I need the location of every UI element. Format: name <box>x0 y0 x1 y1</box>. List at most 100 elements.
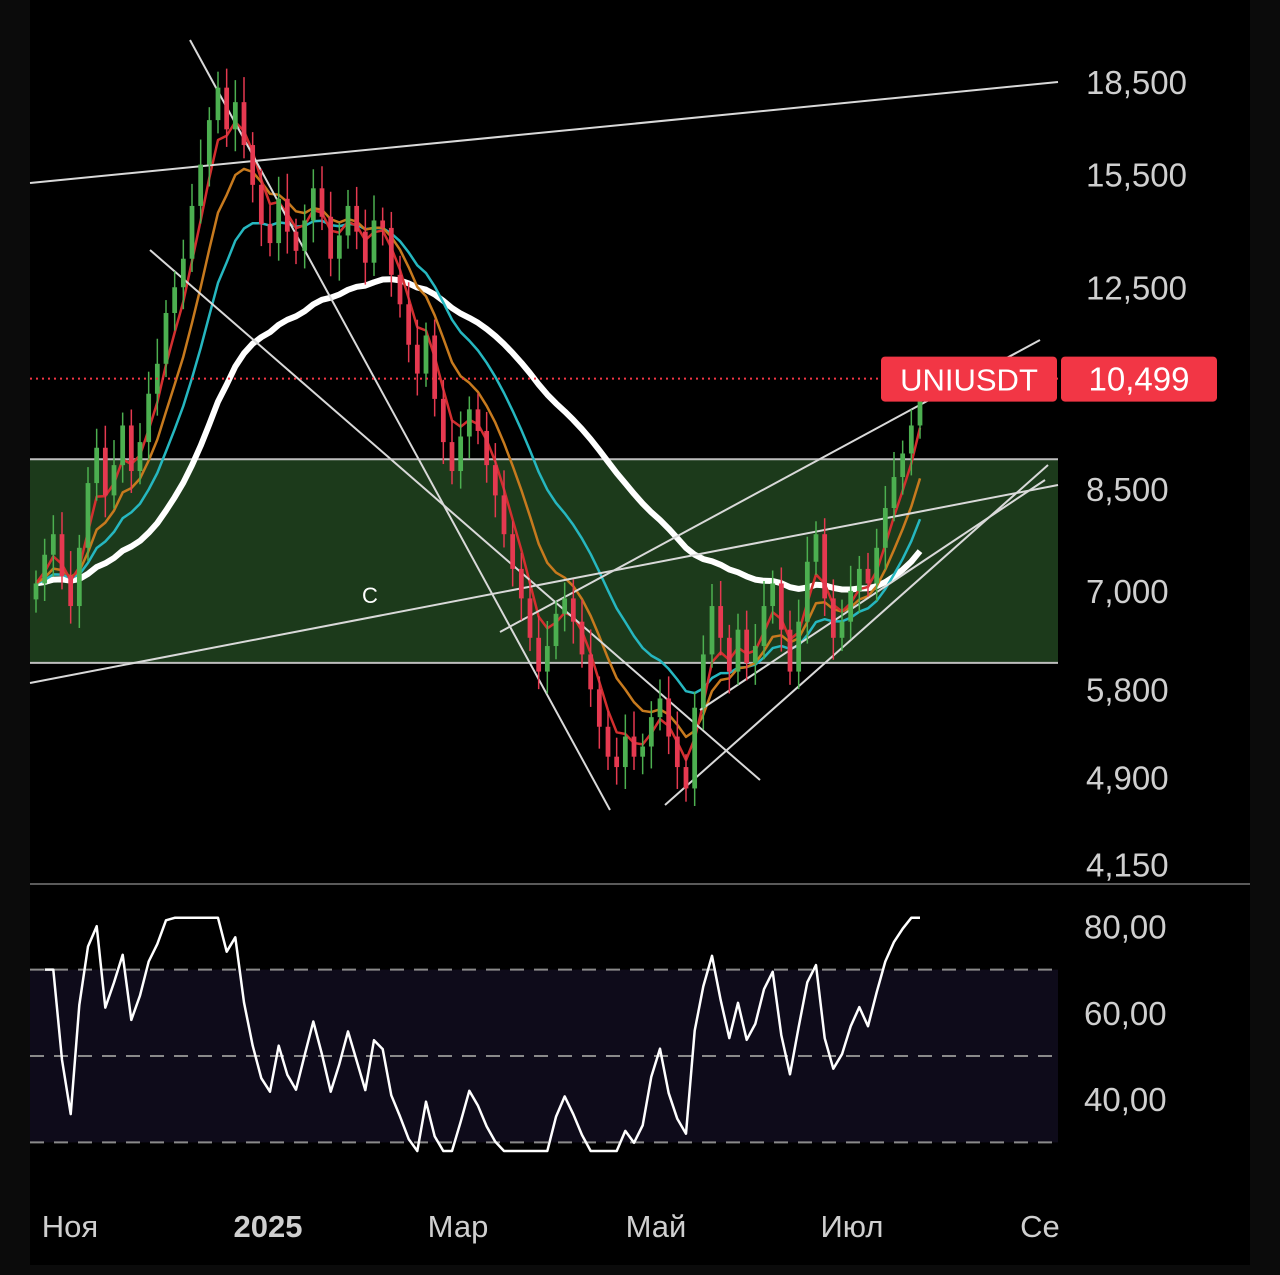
candle-body <box>813 534 819 562</box>
candle <box>76 534 82 628</box>
candle-body <box>258 184 264 225</box>
candle <box>284 173 290 254</box>
rsi-tick-label: 60,00 <box>1084 995 1167 1032</box>
x-tick-label: Май <box>626 1209 687 1244</box>
candle <box>258 168 264 247</box>
y-tick-label: 18,500 <box>1086 64 1187 101</box>
candle-body <box>319 188 325 217</box>
candle-body <box>640 746 646 757</box>
candle-body <box>570 598 576 622</box>
candle-body <box>622 736 628 768</box>
x-tick-label: Ноя <box>42 1209 98 1244</box>
candle-body <box>804 561 810 622</box>
rsi-tick-label: 40,00 <box>1084 1081 1167 1118</box>
candle <box>657 679 663 731</box>
candle-body <box>752 646 758 663</box>
candle-body <box>778 583 784 630</box>
candle <box>648 701 654 769</box>
last-price-label: 10,499 <box>1089 361 1190 398</box>
candle <box>874 528 880 602</box>
y-tick-label: 12,500 <box>1086 269 1187 306</box>
candle-body <box>510 534 516 569</box>
candle-body <box>544 646 550 672</box>
candle <box>319 166 325 231</box>
candle <box>94 428 100 501</box>
candle <box>822 518 828 616</box>
candle-body <box>59 534 65 577</box>
candle <box>640 733 646 775</box>
candle-body <box>553 613 559 647</box>
candle-body <box>50 534 56 555</box>
candle <box>752 623 758 685</box>
candle <box>232 80 238 152</box>
candle-body <box>475 409 481 431</box>
candle-body <box>466 409 472 437</box>
candle-body <box>206 120 212 165</box>
candle <box>856 555 862 613</box>
candle <box>718 580 724 656</box>
candle-body <box>761 606 767 647</box>
candle <box>709 584 715 668</box>
candle <box>726 624 732 694</box>
candle <box>527 579 533 652</box>
x-tick-label: Июл <box>821 1209 884 1244</box>
candle <box>570 579 576 644</box>
candle-body <box>900 453 906 478</box>
candle <box>596 676 602 749</box>
candle-body <box>518 568 524 599</box>
candle-body <box>735 629 741 672</box>
candle <box>397 255 403 318</box>
candle-body <box>666 698 672 737</box>
candle-body <box>293 231 299 251</box>
candle-body <box>440 398 446 443</box>
candle-body <box>345 205 351 236</box>
candle-body <box>588 654 594 690</box>
candle <box>189 183 195 272</box>
candle <box>432 319 438 417</box>
trend-line-2 <box>189 39 611 811</box>
candle-body <box>68 576 74 607</box>
candle-body <box>302 220 308 251</box>
candle <box>666 676 672 755</box>
candle <box>310 169 316 243</box>
candle <box>414 319 420 396</box>
candle-body <box>709 606 715 655</box>
candle <box>778 567 784 652</box>
candle <box>622 714 628 789</box>
candle-body <box>830 598 836 638</box>
candle-body <box>700 654 706 708</box>
candle-body <box>631 736 637 757</box>
annotation-label: C <box>362 583 378 608</box>
candle <box>128 409 134 493</box>
candle-body <box>484 430 490 466</box>
candle <box>614 737 620 785</box>
candle <box>813 521 819 576</box>
candle-body <box>284 198 290 232</box>
candle <box>354 186 360 250</box>
candle-body <box>449 442 455 472</box>
y-tick-label: 8,500 <box>1086 471 1169 508</box>
candle-body <box>423 335 429 374</box>
candle <box>293 218 299 265</box>
candle <box>865 552 871 597</box>
candle-body <box>406 304 412 345</box>
candle <box>215 71 221 134</box>
candle <box>59 512 65 590</box>
candle-body <box>536 637 542 672</box>
candle-body <box>76 547 82 607</box>
candle <box>510 521 516 587</box>
candle-body <box>137 442 143 472</box>
candle-body <box>310 188 316 221</box>
candle <box>787 610 793 685</box>
candle <box>761 580 767 660</box>
x-tick-label: Мар <box>428 1209 489 1244</box>
candle-body <box>215 87 221 121</box>
support-zone <box>30 459 1058 663</box>
candle <box>85 467 91 562</box>
candle-body <box>163 313 169 364</box>
candle-body <box>492 465 498 496</box>
candle-body <box>276 198 282 244</box>
candle-body <box>527 598 533 638</box>
candle-body <box>770 583 776 607</box>
